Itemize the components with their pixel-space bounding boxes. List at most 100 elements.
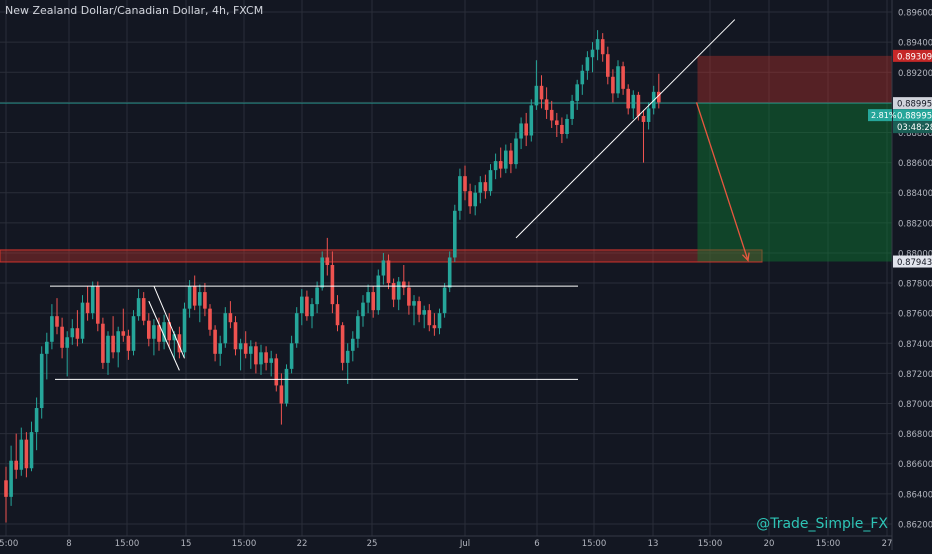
candle-body (340, 325, 345, 363)
candle-body (289, 343, 294, 369)
candle-body (407, 287, 411, 306)
candle-body (391, 283, 396, 300)
candle-body (371, 292, 375, 311)
candle-body (192, 286, 197, 306)
candle-body (600, 39, 605, 55)
y-tick-label: 0.87600 (898, 310, 932, 320)
x-tick-label: 15:00 (115, 539, 140, 549)
candle-body (213, 329, 217, 354)
candle-body (187, 286, 192, 309)
y-tick-label: 0.86200 (898, 520, 932, 530)
x-tick-label: 15:00 (698, 539, 723, 549)
candle-body (19, 439, 24, 470)
candle-body (539, 85, 544, 100)
candle-body (463, 176, 467, 192)
candle-body (233, 322, 238, 350)
stop-loss-price-label-bg (893, 49, 932, 62)
candle-body (167, 322, 171, 341)
candle-body (417, 301, 421, 315)
candle-body (534, 85, 539, 106)
drawings (50, 19, 750, 380)
candle-body (560, 124, 564, 134)
y-tick-label: 0.86600 (898, 460, 932, 470)
candle-body (325, 257, 330, 265)
candle-body (555, 120, 559, 125)
percent-change-label: 2.81% (871, 111, 897, 120)
candle-body (116, 331, 120, 353)
x-tick-label: 15:00 (816, 539, 841, 549)
countdown-label: 03:48:28 (897, 123, 932, 133)
support-resistance-zone (0, 249, 763, 263)
candle-body (412, 301, 416, 306)
candle-body (85, 302, 90, 314)
trendline (515, 19, 736, 239)
candle-body (208, 308, 212, 330)
channel-line-lower (148, 300, 180, 371)
candle-body (509, 150, 513, 165)
candle-body (243, 343, 248, 354)
candle-body (157, 325, 161, 342)
candle-body (442, 287, 447, 314)
channel-line-upper (153, 285, 185, 359)
y-tick-label: 0.89600 (898, 9, 932, 19)
candle-body (335, 304, 340, 326)
y-tick-label: 0.87200 (898, 370, 932, 380)
candle-body (437, 313, 442, 329)
candle-body (315, 287, 319, 305)
candle-body (427, 310, 432, 326)
candle-body (396, 281, 401, 300)
entry-price-label-bg (893, 109, 932, 122)
candle-body (9, 460, 13, 497)
candle-body (75, 328, 80, 339)
y-tick-label: 0.88600 (898, 159, 932, 169)
y-tick-label: 0.88000 (898, 249, 932, 259)
x-tick-label: 8 (66, 539, 71, 549)
candle-body (351, 338, 355, 351)
entry-price-label: 0.88995 (897, 112, 932, 122)
candle-body (24, 439, 29, 469)
y-tick-label: 0.88400 (898, 189, 932, 199)
candle-body (90, 286, 95, 314)
candle-body (65, 337, 69, 348)
x-tick-label: 27 (882, 539, 893, 549)
candle-body (70, 328, 75, 338)
candle-body (549, 109, 554, 121)
candle-body (493, 161, 498, 171)
x-tick-label: 13 (648, 539, 659, 549)
countdown-label-bg (893, 121, 932, 134)
candle-body (106, 335, 110, 363)
candle-body (376, 275, 381, 311)
candle-body (305, 296, 309, 317)
candle-body (131, 316, 136, 351)
candle-body (172, 334, 177, 341)
candle-body (279, 385, 284, 404)
candle-body (238, 343, 243, 350)
candle-body (453, 210, 457, 258)
current-price-label: 0.88995 (897, 100, 932, 110)
stop-loss-zone (697, 55, 892, 104)
y-tick-label: 0.86800 (898, 430, 932, 440)
candle-body (422, 310, 426, 315)
candle-body (636, 94, 641, 116)
candle-body (330, 264, 335, 305)
candle-body (152, 325, 156, 339)
candle-body (218, 343, 222, 354)
candle-body (228, 313, 233, 323)
candle-body (498, 161, 503, 169)
candle-body (458, 176, 462, 211)
candle-body (101, 323, 105, 363)
candle-body (147, 320, 151, 339)
y-tick-label: 0.89200 (898, 69, 932, 79)
price-labels: 0.893090.889950.8899503:48:282.81%0.8794… (868, 49, 932, 268)
candle-body (4, 480, 8, 497)
candle-body (55, 316, 59, 327)
candle-body (626, 88, 630, 109)
candle-body (121, 331, 126, 336)
candle-body (274, 358, 279, 386)
candle-body (29, 432, 34, 469)
candle-body (616, 66, 620, 94)
zones (0, 55, 892, 263)
